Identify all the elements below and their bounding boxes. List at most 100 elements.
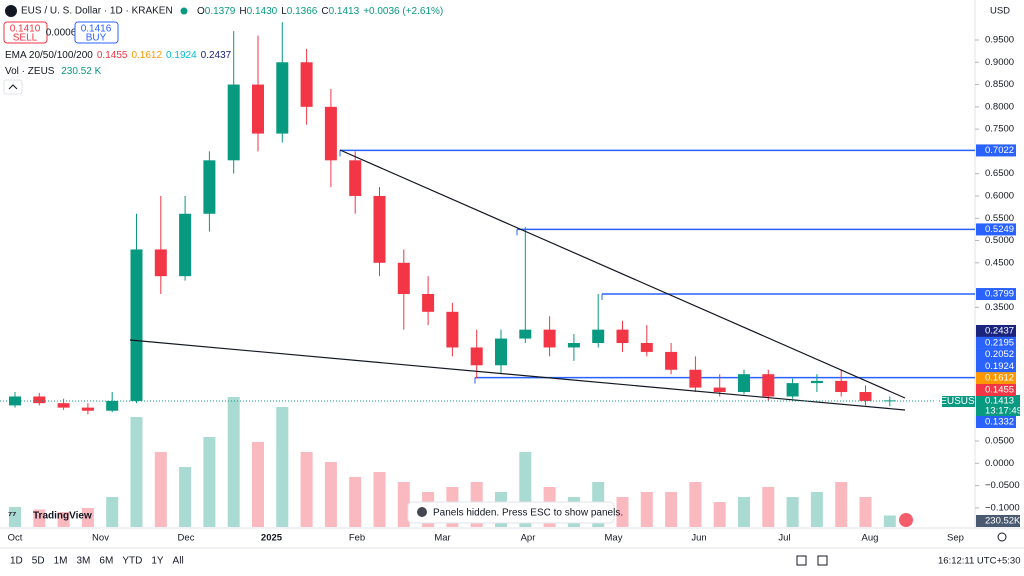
ema-value: 0.1455 (97, 50, 128, 61)
candle-body (179, 213, 192, 277)
candle-body (397, 262, 410, 294)
volume-bar (252, 442, 264, 527)
range-button[interactable]: 3M (77, 556, 91, 567)
candle-body (810, 380, 823, 384)
layout-icon[interactable] (817, 555, 828, 566)
price-badge (976, 372, 1016, 385)
compare-icon[interactable] (796, 555, 807, 566)
candle-body (835, 380, 848, 393)
volume-bar (130, 417, 143, 527)
volume-bar (33, 509, 46, 527)
ohlc: O0.1379 H0.1430 L0.1366 C0.1413 +0.0036 (+2.… (197, 6, 443, 17)
range-button[interactable]: 1M (54, 556, 68, 567)
low-badge-value: 0.1332 (985, 417, 1014, 428)
candle-body (519, 329, 532, 339)
price-badge (976, 384, 1016, 396)
sell-button[interactable] (3, 21, 48, 44)
vol-label: Vol · ZEUS (5, 66, 55, 77)
settings-icon[interactable] (997, 532, 1007, 542)
ema-value: 0.1924 (166, 50, 197, 61)
symbol-icon (5, 5, 17, 17)
range-button[interactable]: 1Y (151, 556, 164, 567)
range-button[interactable]: All (173, 556, 184, 567)
range-button[interactable]: 5D (32, 556, 45, 567)
candle-body (859, 392, 872, 401)
candle-body (373, 195, 386, 263)
sell-price[interactable]: 0.1410 (10, 24, 41, 35)
y-tick-label: 0.9500 (985, 35, 1014, 46)
x-tick-label: Dec (178, 533, 195, 544)
x-tick-label: Jul (778, 533, 790, 544)
volume-bar (738, 497, 750, 527)
buy-price[interactable]: 0.1416 (81, 24, 112, 35)
ema-value: 0.2437 (201, 50, 232, 61)
toast-text: Panels hidden. Press ESC to show panels. (433, 508, 623, 519)
candle-body (227, 84, 240, 161)
candle-body (689, 369, 702, 388)
volume-bar (373, 472, 386, 527)
currency: USD (990, 6, 1010, 17)
level-badge (976, 288, 1016, 301)
volume-bar (397, 482, 410, 527)
candle-body (665, 351, 678, 370)
x-tick-label: Feb (349, 533, 365, 544)
volume-bar (883, 515, 896, 527)
vol-value: 230.52 K (61, 66, 101, 77)
y-tick-label: 0.5500 (985, 213, 1014, 224)
y-tick-label: 0.6500 (985, 168, 1014, 179)
volume-badge (976, 515, 1020, 527)
price-badge-value: 0.1612 (985, 373, 1014, 384)
countdown: 13:17:49 (985, 406, 1022, 417)
price-badge (976, 348, 1016, 361)
vol-legend: Vol · ZEUS 230.52 K (5, 66, 102, 77)
volume-bar (810, 492, 823, 527)
candle-body (543, 329, 556, 348)
candle-body (738, 374, 750, 393)
candle-body (203, 160, 216, 214)
volume-bar (859, 497, 872, 527)
candle-body (786, 383, 799, 397)
candle-body (81, 407, 94, 411)
flag-icon[interactable] (899, 513, 913, 527)
volume-bar (57, 512, 70, 527)
range-button[interactable]: YTD (122, 556, 142, 567)
price-badge-value: 0.2437 (985, 326, 1014, 337)
collapse-button[interactable] (3, 79, 23, 95)
volume-bar (762, 487, 775, 527)
level-label: 0.3799 (985, 289, 1014, 300)
clock: 16:12:11 UTC+5:30 (938, 556, 1020, 567)
candle-body (495, 338, 507, 366)
range-button[interactable]: 6M (99, 556, 113, 567)
ohlc-label: H (239, 6, 246, 17)
candle-body (640, 343, 653, 352)
ohlc-value: 0.1413 (329, 6, 360, 17)
ohlc-label: O (197, 6, 205, 17)
price-badge (976, 336, 1016, 349)
candle-body (470, 347, 483, 366)
x-tick-label: Aug (862, 533, 879, 544)
candle-body (567, 343, 580, 348)
chevron (8, 84, 18, 90)
candle-body (616, 329, 629, 344)
candle-body (762, 374, 775, 397)
candle-body (57, 403, 70, 408)
y-tick-label: 0.4500 (985, 257, 1014, 268)
x-tick-label: Apr (521, 533, 536, 544)
candle-body (592, 329, 605, 344)
candle-body (276, 62, 289, 134)
range-button[interactable]: 1D (10, 556, 23, 567)
volume-bar (349, 477, 362, 527)
volume-bar (689, 482, 702, 527)
price-badge-value: 0.1924 (985, 361, 1014, 372)
candle-body (349, 160, 362, 196)
candle-body (422, 293, 435, 312)
candle-body (300, 62, 313, 107)
buy-label[interactable]: BUY (86, 33, 107, 44)
y-tick-label: 0.9000 (985, 57, 1014, 68)
buy-button[interactable] (74, 21, 119, 44)
x-tick-label: Mar (434, 533, 450, 544)
info-icon (417, 507, 427, 517)
volume-bar (276, 407, 289, 527)
sell-label[interactable]: SELL (13, 33, 38, 44)
x-tick-label: 2025 (261, 533, 283, 544)
